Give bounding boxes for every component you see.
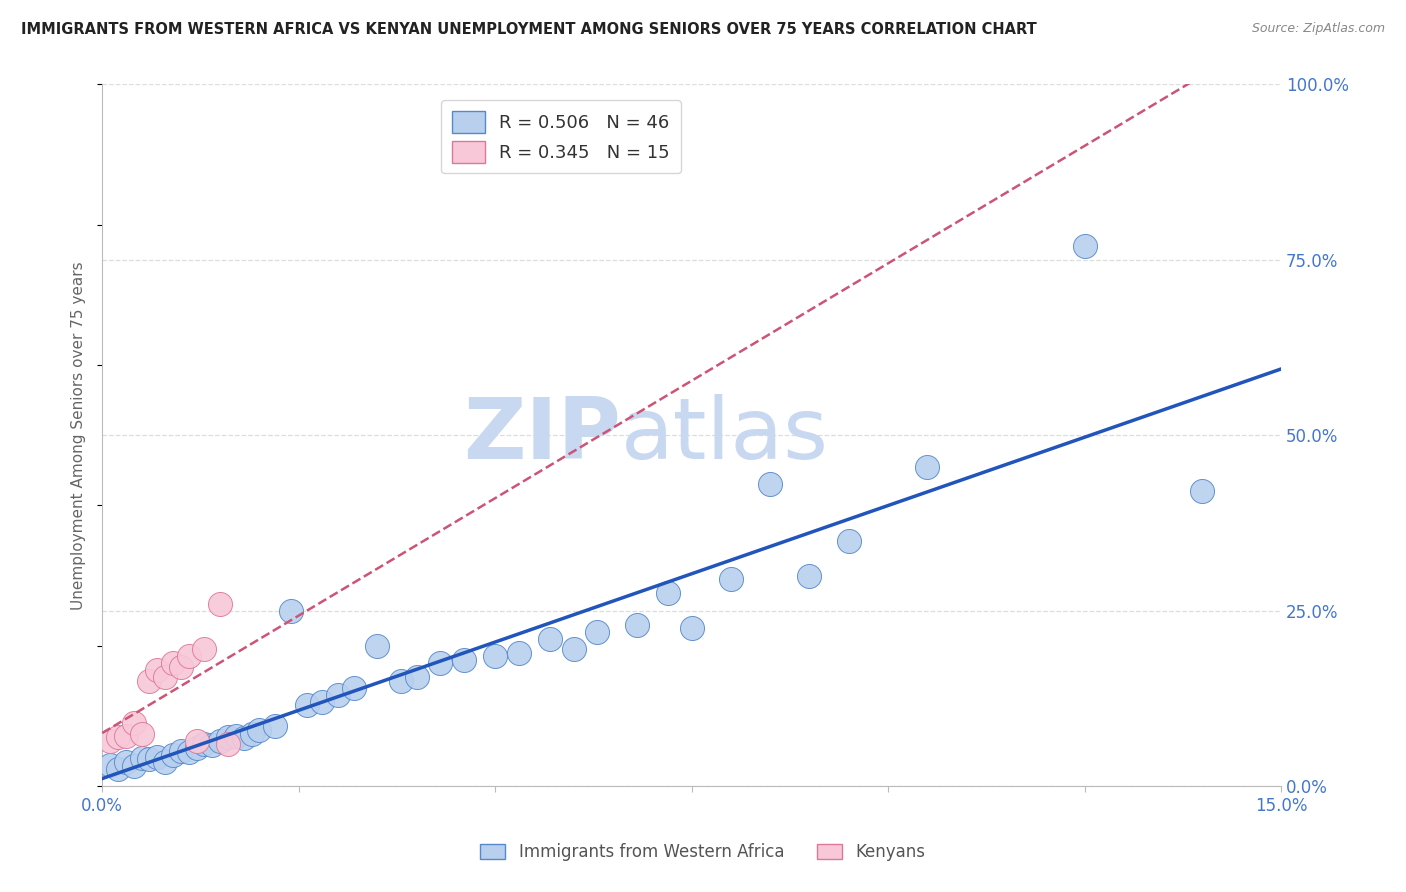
Point <box>153 755 176 769</box>
Point <box>1073 239 1095 253</box>
Point <box>225 729 247 743</box>
Point <box>366 639 388 653</box>
Point <box>146 749 169 764</box>
Point <box>170 744 193 758</box>
Point <box>153 670 176 684</box>
Point <box>429 657 451 671</box>
Text: Source: ZipAtlas.com: Source: ZipAtlas.com <box>1251 22 1385 36</box>
Point <box>209 733 232 747</box>
Point <box>508 646 530 660</box>
Text: IMMIGRANTS FROM WESTERN AFRICA VS KENYAN UNEMPLOYMENT AMONG SENIORS OVER 75 YEAR: IMMIGRANTS FROM WESTERN AFRICA VS KENYAN… <box>21 22 1036 37</box>
Point <box>114 755 136 769</box>
Point <box>759 477 782 491</box>
Point <box>280 604 302 618</box>
Point <box>232 731 254 746</box>
Point <box>122 716 145 731</box>
Point <box>98 733 121 747</box>
Legend: Immigrants from Western Africa, Kenyans: Immigrants from Western Africa, Kenyans <box>474 837 932 868</box>
Point <box>720 572 742 586</box>
Point <box>107 762 129 776</box>
Point <box>193 642 215 657</box>
Point <box>264 719 287 733</box>
Point <box>217 730 239 744</box>
Point <box>1191 484 1213 499</box>
Point <box>657 586 679 600</box>
Point <box>170 660 193 674</box>
Point <box>186 740 208 755</box>
Point <box>538 632 561 646</box>
Text: ZIP: ZIP <box>463 393 621 477</box>
Point <box>177 746 200 760</box>
Point <box>122 759 145 773</box>
Point <box>131 751 153 765</box>
Point <box>201 739 224 753</box>
Point <box>681 621 703 635</box>
Point <box>240 726 263 740</box>
Point <box>343 681 366 695</box>
Point <box>209 597 232 611</box>
Point <box>626 617 648 632</box>
Point <box>177 649 200 664</box>
Point <box>838 533 860 548</box>
Point <box>186 733 208 747</box>
Point <box>162 657 184 671</box>
Point <box>586 624 609 639</box>
Text: atlas: atlas <box>621 393 830 477</box>
Point <box>295 698 318 713</box>
Point <box>799 568 821 582</box>
Point <box>162 747 184 762</box>
Point <box>114 729 136 743</box>
Point <box>138 673 160 688</box>
Point <box>917 459 939 474</box>
Point <box>389 673 412 688</box>
Point <box>107 730 129 744</box>
Point <box>562 642 585 657</box>
Point <box>326 688 349 702</box>
Point <box>311 695 333 709</box>
Point <box>138 752 160 766</box>
Point <box>146 664 169 678</box>
Y-axis label: Unemployment Among Seniors over 75 years: Unemployment Among Seniors over 75 years <box>72 261 86 609</box>
Point <box>247 723 270 737</box>
Point <box>131 726 153 740</box>
Point <box>217 737 239 751</box>
Point <box>405 670 427 684</box>
Point <box>453 653 475 667</box>
Legend: R = 0.506   N = 46, R = 0.345   N = 15: R = 0.506 N = 46, R = 0.345 N = 15 <box>441 101 681 173</box>
Point <box>98 758 121 772</box>
Point <box>193 737 215 751</box>
Point <box>484 649 506 664</box>
